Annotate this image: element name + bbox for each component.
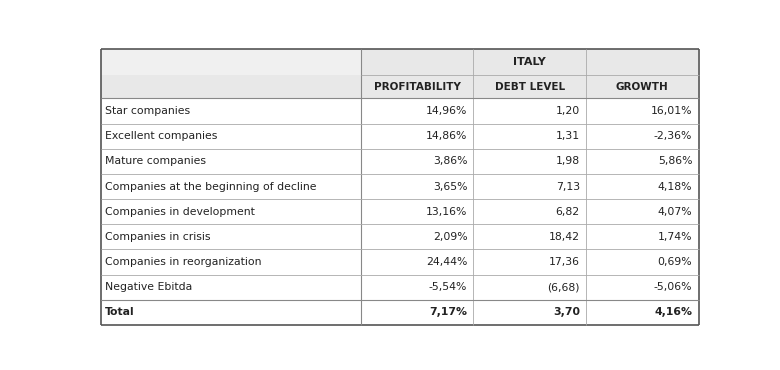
Bar: [586, 98, 698, 124]
Bar: [101, 174, 361, 199]
Text: Companies in development: Companies in development: [105, 207, 254, 217]
Bar: [586, 275, 698, 300]
Bar: [361, 224, 473, 249]
Text: 1,98: 1,98: [555, 157, 580, 166]
Text: Excellent companies: Excellent companies: [105, 131, 217, 141]
Bar: [101, 249, 361, 275]
Bar: [101, 49, 361, 75]
Bar: [586, 249, 698, 275]
Text: 18,42: 18,42: [549, 232, 580, 242]
Bar: [101, 75, 361, 98]
Text: DEBT LEVEL: DEBT LEVEL: [495, 82, 565, 92]
Text: 7,13: 7,13: [555, 182, 580, 192]
Text: 2,09%: 2,09%: [433, 232, 467, 242]
Bar: [361, 199, 473, 224]
Text: 3,65%: 3,65%: [433, 182, 467, 192]
Text: 4,16%: 4,16%: [654, 307, 693, 317]
Text: -2,36%: -2,36%: [654, 131, 693, 141]
Bar: [586, 124, 698, 149]
Text: -5,06%: -5,06%: [654, 282, 693, 292]
Text: 6,82: 6,82: [555, 207, 580, 217]
Bar: [361, 98, 473, 124]
Bar: [361, 149, 473, 174]
Text: 17,36: 17,36: [549, 257, 580, 267]
Bar: [586, 75, 698, 98]
Bar: [101, 124, 361, 149]
Text: 16,01%: 16,01%: [651, 106, 693, 116]
Text: -5,54%: -5,54%: [429, 282, 467, 292]
Bar: [101, 149, 361, 174]
Bar: [586, 149, 698, 174]
Bar: [361, 300, 473, 325]
Bar: [361, 49, 698, 75]
Text: 13,16%: 13,16%: [426, 207, 467, 217]
Bar: [101, 199, 361, 224]
Bar: [473, 249, 586, 275]
Bar: [473, 124, 586, 149]
Bar: [101, 300, 361, 325]
Text: Mature companies: Mature companies: [105, 157, 206, 166]
Text: 14,96%: 14,96%: [426, 106, 467, 116]
Bar: [473, 275, 586, 300]
Bar: [361, 124, 473, 149]
Text: 4,07%: 4,07%: [658, 207, 693, 217]
Text: 0,69%: 0,69%: [658, 257, 693, 267]
Bar: [361, 275, 473, 300]
Bar: [473, 224, 586, 249]
Text: 1,74%: 1,74%: [658, 232, 693, 242]
Bar: [473, 149, 586, 174]
Bar: [473, 300, 586, 325]
Text: Total: Total: [105, 307, 134, 317]
Text: 5,86%: 5,86%: [658, 157, 693, 166]
Text: Companies in crisis: Companies in crisis: [105, 232, 211, 242]
Text: 1,31: 1,31: [555, 131, 580, 141]
Bar: [473, 174, 586, 199]
Bar: [586, 300, 698, 325]
Bar: [361, 249, 473, 275]
Text: GROWTH: GROWTH: [615, 82, 668, 92]
Text: PROFITABILITY: PROFITABILITY: [374, 82, 460, 92]
Text: Star companies: Star companies: [105, 106, 190, 116]
Bar: [586, 199, 698, 224]
Bar: [101, 98, 361, 124]
Text: 3,70: 3,70: [553, 307, 580, 317]
Bar: [361, 75, 473, 98]
Text: ITALY: ITALY: [513, 57, 546, 67]
Bar: [586, 174, 698, 199]
Text: 3,86%: 3,86%: [433, 157, 467, 166]
Text: 7,17%: 7,17%: [429, 307, 467, 317]
Text: 1,20: 1,20: [555, 106, 580, 116]
Text: 14,86%: 14,86%: [426, 131, 467, 141]
Text: Negative Ebitda: Negative Ebitda: [105, 282, 192, 292]
Bar: [473, 199, 586, 224]
Text: 4,18%: 4,18%: [658, 182, 693, 192]
Bar: [101, 224, 361, 249]
Text: Companies at the beginning of decline: Companies at the beginning of decline: [105, 182, 316, 192]
Bar: [361, 174, 473, 199]
Text: 24,44%: 24,44%: [426, 257, 467, 267]
Bar: [101, 275, 361, 300]
Text: (6,68): (6,68): [548, 282, 580, 292]
Text: Companies in reorganization: Companies in reorganization: [105, 257, 261, 267]
Bar: [473, 75, 586, 98]
Bar: [473, 98, 586, 124]
Bar: [586, 224, 698, 249]
